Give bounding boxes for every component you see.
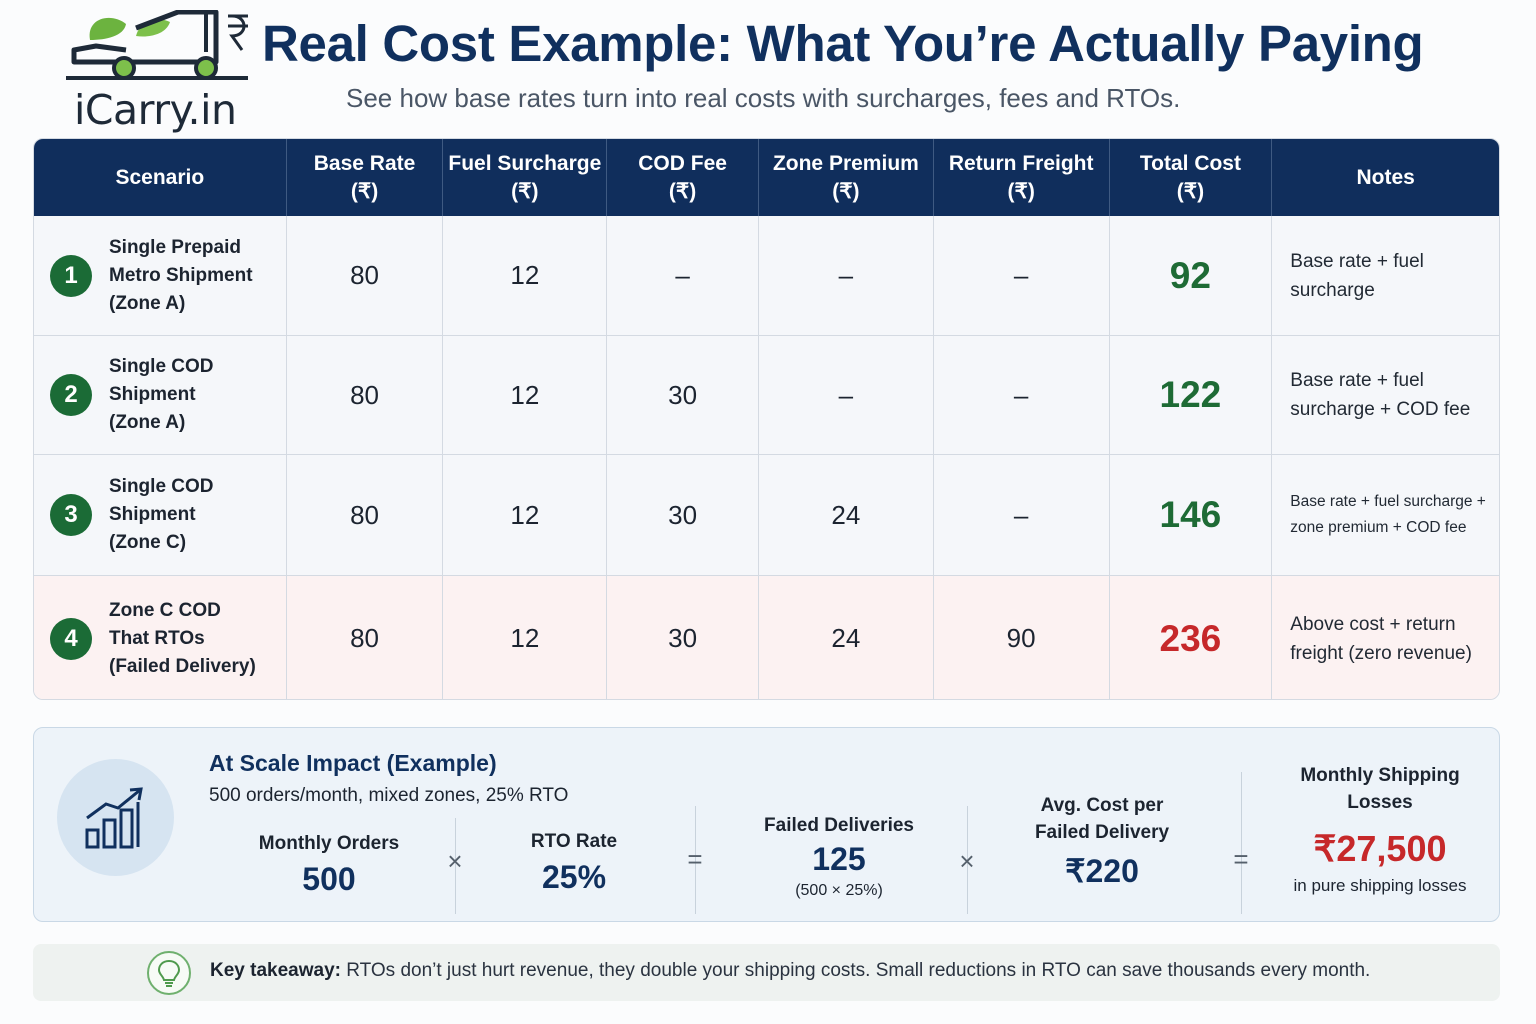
col-header-base-rate: Base Rate (₹) — [285, 139, 443, 216]
takeaway-label: Key takeaway: — [210, 960, 341, 981]
delivery-truck-icon — [66, 10, 248, 80]
col-header-fuel-surcharge: Fuel Surcharge (₹) — [442, 139, 606, 216]
col-header-return-freight: Return Freight (₹) — [932, 139, 1109, 216]
total-cost-value: 92 — [1108, 216, 1272, 335]
scenario-number-badge: 1 — [50, 254, 92, 297]
cod-fee-value: 30 — [606, 576, 758, 699]
metric-monthly-orders: Monthly Orders 500 — [244, 830, 414, 898]
scenario-cell: 2 Single COD Shipment (Zone A) — [34, 336, 286, 454]
metric-value: ₹27,500 — [1313, 828, 1447, 869]
table-row: 3 Single COD Shipment (Zone C) 80 12 30 … — [34, 454, 1499, 575]
metric-value: ₹220 — [1065, 853, 1139, 889]
scale-impact-panel: At Scale Impact (Example) 500 orders/mon… — [33, 727, 1500, 922]
base-rate-value: 80 — [285, 336, 443, 454]
metric-note: in pure shipping losses — [1293, 876, 1467, 895]
metric-avg-cost: Avg. Cost per Failed Delivery ₹220 — [1012, 792, 1192, 890]
col-header-cod-fee: COD Fee (₹) — [606, 139, 758, 216]
zone-premium-value: 24 — [758, 576, 933, 699]
col-header-zone-premium: Zone Premium (₹) — [758, 139, 933, 216]
scale-subtitle: 500 orders/month, mixed zones, 25% RTO — [209, 785, 569, 806]
equals-operator: = — [687, 844, 703, 874]
metric-value: 125 — [812, 841, 866, 877]
scenario-label: Zone C COD That RTOs (Failed Delivery) — [109, 599, 256, 677]
notes-text: Base rate + fuel surcharge — [1271, 216, 1499, 335]
total-cost-value: 146 — [1108, 455, 1272, 575]
return-freight-value: 90 — [932, 576, 1109, 699]
table-header-row: Scenario Base Rate (₹) Fuel Surcharge (₹… — [34, 139, 1499, 216]
divider — [695, 806, 696, 914]
page-title: Real Cost Example: What You’re Actually … — [262, 15, 1424, 72]
fuel-surcharge-value: 12 — [442, 336, 606, 454]
page-subtitle: See how base rates turn into real costs … — [346, 83, 1181, 113]
takeaway-body: RTOs don’t just hurt revenue, they doubl… — [340, 960, 1371, 981]
scenario-number-badge: 3 — [50, 494, 92, 536]
fuel-surcharge-value: 12 — [442, 576, 606, 699]
multiply-operator: × — [959, 846, 975, 876]
equals-operator: = — [1233, 844, 1249, 874]
table-row-rto: 4 Zone C COD That RTOs (Failed Delivery)… — [34, 575, 1499, 699]
bar-chart-growth-icon — [57, 759, 174, 876]
metric-note: (500 × 25%) — [795, 882, 883, 899]
scenario-number-badge: 4 — [50, 617, 92, 660]
divider — [455, 818, 456, 914]
zone-premium-value: – — [758, 336, 933, 454]
lightbulb-icon — [147, 951, 191, 995]
base-rate-value: 80 — [285, 216, 443, 335]
table-row: 2 Single COD Shipment (Zone A) 80 12 30 … — [34, 335, 1499, 454]
brand-logo: iCarry.in — [66, 10, 256, 134]
table-row: 1 Single Prepaid Metro Shipment (Zone A)… — [34, 216, 1499, 335]
metric-label: RTO Rate — [530, 831, 618, 852]
cost-table: Scenario Base Rate (₹) Fuel Surcharge (₹… — [33, 138, 1500, 700]
metric-label: Failed Deliveries — [764, 815, 914, 836]
cod-fee-value: 30 — [606, 455, 758, 575]
notes-text: Base rate + fuel surcharge + zone premiu… — [1271, 455, 1499, 575]
metric-failed-deliveries: Failed Deliveries 125 (500 × 25%) — [746, 812, 932, 900]
takeaway-text: Key takeaway: RTOs don’t just hurt reven… — [210, 960, 1370, 982]
notes-text: Base rate + fuel surcharge + COD fee — [1271, 336, 1499, 454]
total-cost-value: 122 — [1108, 336, 1272, 454]
metric-value: 500 — [302, 861, 356, 897]
metric-label: Monthly Shipping Losses — [1300, 765, 1460, 813]
multiply-operator: × — [447, 846, 463, 876]
zone-premium-value: – — [758, 216, 933, 335]
col-header-scenario: Scenario — [115, 165, 205, 189]
metric-label: Avg. Cost per Failed Delivery — [1034, 795, 1170, 843]
base-rate-value: 80 — [285, 455, 443, 575]
base-rate-value: 80 — [285, 576, 443, 699]
zone-premium-value: 24 — [758, 455, 933, 575]
divider — [967, 806, 968, 914]
scenario-cell: 1 Single Prepaid Metro Shipment (Zone A) — [34, 216, 286, 335]
fuel-surcharge-value: 12 — [442, 216, 606, 335]
scale-title: At Scale Impact (Example) — [209, 750, 497, 776]
return-freight-value: – — [932, 216, 1109, 335]
scenario-cell: 3 Single COD Shipment (Zone C) — [34, 455, 286, 575]
col-header-total-cost: Total Cost (₹) — [1108, 139, 1272, 216]
fuel-surcharge-value: 12 — [442, 455, 606, 575]
scenario-label: Single COD Shipment (Zone C) — [109, 476, 214, 553]
scenario-label: Single COD Shipment (Zone A) — [109, 356, 214, 433]
col-header-notes: Notes — [1271, 139, 1499, 216]
total-cost-value: 236 — [1108, 576, 1272, 699]
scenario-label: Single Prepaid Metro Shipment (Zone A) — [109, 236, 253, 314]
scenario-cell: 4 Zone C COD That RTOs (Failed Delivery) — [34, 576, 286, 699]
return-freight-value: – — [932, 336, 1109, 454]
divider — [1241, 772, 1242, 914]
metric-label: Monthly Orders — [258, 833, 400, 854]
cod-fee-value: 30 — [606, 336, 758, 454]
metric-monthly-losses: Monthly Shipping Losses ₹27,500 in pure … — [1280, 762, 1480, 896]
scenario-number-badge: 2 — [50, 374, 92, 416]
metric-value: 25% — [541, 859, 607, 895]
notes-text: Above cost + return freight (zero revenu… — [1271, 576, 1499, 699]
brand-name: iCarry.in — [74, 86, 237, 134]
key-takeaway-bar: Key takeaway: RTOs don’t just hurt reven… — [33, 944, 1500, 1001]
cod-fee-value: – — [606, 216, 758, 335]
return-freight-value: – — [932, 455, 1109, 575]
metric-rto-rate: RTO Rate 25% — [494, 828, 654, 896]
